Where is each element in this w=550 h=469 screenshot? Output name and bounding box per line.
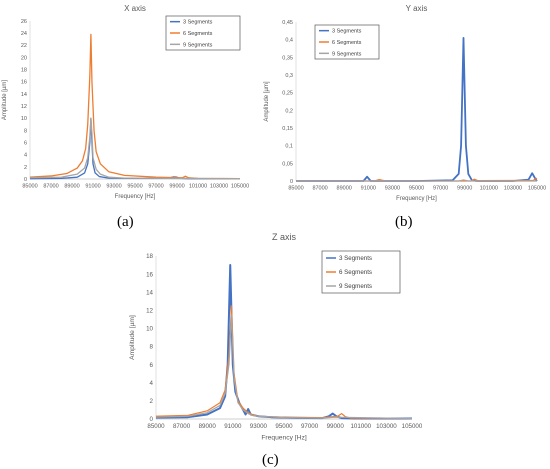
y-tick-label: 6 xyxy=(24,140,27,146)
x-tick-label: 95000 xyxy=(409,186,424,192)
x-tick-label: 91000 xyxy=(224,423,242,430)
x-tick-label: 89000 xyxy=(64,184,79,190)
y-tick-label: 0,3 xyxy=(285,73,293,79)
y-tick-label: 2 xyxy=(24,165,27,171)
legend-label: 6 Segments xyxy=(332,40,362,46)
y-tick-label: 22 xyxy=(21,43,27,49)
x-tick-label: 85000 xyxy=(22,184,37,190)
y-tick-label: 4 xyxy=(24,153,27,159)
x-tick-label: 93000 xyxy=(385,186,400,192)
legend-label: 3 Segments xyxy=(183,20,213,26)
x-tick-label: 103000 xyxy=(210,184,228,190)
x-tick-label: 87000 xyxy=(43,184,58,190)
x-axis-label: Frequency [Hz] xyxy=(396,196,437,202)
y-tick-label: 14 xyxy=(21,92,27,98)
legend-label: 6 Segments xyxy=(339,269,372,276)
y-tick-label: 0,35 xyxy=(282,55,293,61)
y-tick-label: 6 xyxy=(150,362,154,369)
x-tick-label: 99000 xyxy=(327,423,345,430)
y-tick-label: 0,15 xyxy=(282,126,293,132)
x-axis-label: Frequency [Hz] xyxy=(115,194,156,200)
chart-2: Z axis 0 2 4 6 8 10 12 14 16 18 85000 87000 89000 9100… xyxy=(129,232,422,441)
x-tick-label: 101000 xyxy=(480,186,498,192)
y-tick-label: 10 xyxy=(146,326,153,333)
caption-a: (a) xyxy=(117,214,134,230)
y-tick-label: 18 xyxy=(21,68,27,74)
x-tick-label: 103000 xyxy=(504,186,522,192)
chart-title: Z axis xyxy=(272,232,297,242)
y-tick-label: 0 xyxy=(24,177,27,183)
y-tick-label: 0,1 xyxy=(285,144,293,150)
caption-b: (b) xyxy=(395,214,413,230)
x-tick-label: 89000 xyxy=(199,423,217,430)
y-tick-label: 16 xyxy=(146,271,153,278)
x-tick-label: 93000 xyxy=(106,184,121,190)
x-tick-label: 87000 xyxy=(312,186,327,192)
legend-label: 9 Segments xyxy=(339,283,372,290)
chart-title: X axis xyxy=(124,4,146,13)
y-tick-label: 16 xyxy=(21,80,27,86)
x-tick-label: 105000 xyxy=(528,186,546,192)
x-tick-label: 103000 xyxy=(376,423,397,430)
x-tick-label: 101000 xyxy=(350,423,371,430)
x-tick-label: 87000 xyxy=(173,423,191,430)
y-tick-label: 12 xyxy=(146,308,153,315)
x-tick-label: 85000 xyxy=(147,423,165,430)
y-tick-label: 0,25 xyxy=(282,91,293,97)
x-tick-label: 91000 xyxy=(361,186,376,192)
y-tick-label: 14 xyxy=(146,289,153,296)
x-tick-label: 95000 xyxy=(275,423,293,430)
x-tick-label: 97000 xyxy=(301,423,319,430)
y-axis-label: Amplitude [µm] xyxy=(129,315,136,360)
y-tick-label: 0,05 xyxy=(282,161,293,167)
y-tick-label: 2 xyxy=(150,398,154,405)
x-tick-label: 93000 xyxy=(250,423,268,430)
y-tick-label: 8 xyxy=(150,344,154,351)
x-axis-label: Frequency [Hz] xyxy=(261,434,306,441)
y-tick-label: 18 xyxy=(146,253,153,260)
y-tick-label: 0,4 xyxy=(285,38,293,44)
x-tick-label: 105000 xyxy=(231,184,249,190)
y-tick-label: 26 xyxy=(21,19,27,25)
series-line-1 xyxy=(155,305,413,420)
y-tick-label: 20 xyxy=(21,55,27,61)
series-line-0 xyxy=(296,37,538,182)
x-tick-label: 89000 xyxy=(337,186,352,192)
series-line-0 xyxy=(29,117,240,180)
y-tick-label: 0 xyxy=(150,416,154,423)
caption-c: (c) xyxy=(262,452,279,468)
series-line-2 xyxy=(29,117,241,180)
chart-title: Y axis xyxy=(406,4,428,13)
legend-label: 9 Segments xyxy=(183,42,213,48)
y-tick-label: 0,2 xyxy=(285,108,293,114)
legend-label: 3 Segments xyxy=(332,29,362,35)
y-tick-label: 8 xyxy=(24,128,27,134)
x-tick-label: 95000 xyxy=(127,184,142,190)
x-tick-label: 105000 xyxy=(402,423,422,430)
legend-label: 6 Segments xyxy=(183,31,213,37)
x-tick-label: 99000 xyxy=(169,184,184,190)
y-tick-label: 10 xyxy=(21,116,27,122)
series-line-2 xyxy=(296,179,537,182)
y-axis-label: Amplitude [µm] xyxy=(2,80,8,120)
x-tick-label: 99000 xyxy=(457,186,472,192)
x-tick-label: 91000 xyxy=(85,184,100,190)
y-tick-label: 24 xyxy=(21,31,27,37)
x-tick-label: 97000 xyxy=(433,186,448,192)
series-line-0 xyxy=(155,264,412,420)
x-tick-label: 85000 xyxy=(288,186,303,192)
y-tick-label: 0,45 xyxy=(282,20,293,26)
series-line-1 xyxy=(29,33,241,180)
x-tick-label: 101000 xyxy=(189,184,207,190)
y-tick-label: 0 xyxy=(290,179,293,185)
legend-label: 9 Segments xyxy=(332,51,362,57)
legend-label: 3 Segments xyxy=(339,255,372,262)
series-line-2 xyxy=(155,314,413,420)
y-axis-label: Amplitude [µm] xyxy=(264,81,270,121)
chart-1: Y axis 0 0,05 0,1 0,15 0,2 0,25 0,3 0,35 0,4 0,45 8… xyxy=(264,4,546,202)
x-tick-label: 97000 xyxy=(148,184,163,190)
y-tick-label: 4 xyxy=(150,380,154,387)
y-tick-label: 12 xyxy=(21,104,27,110)
